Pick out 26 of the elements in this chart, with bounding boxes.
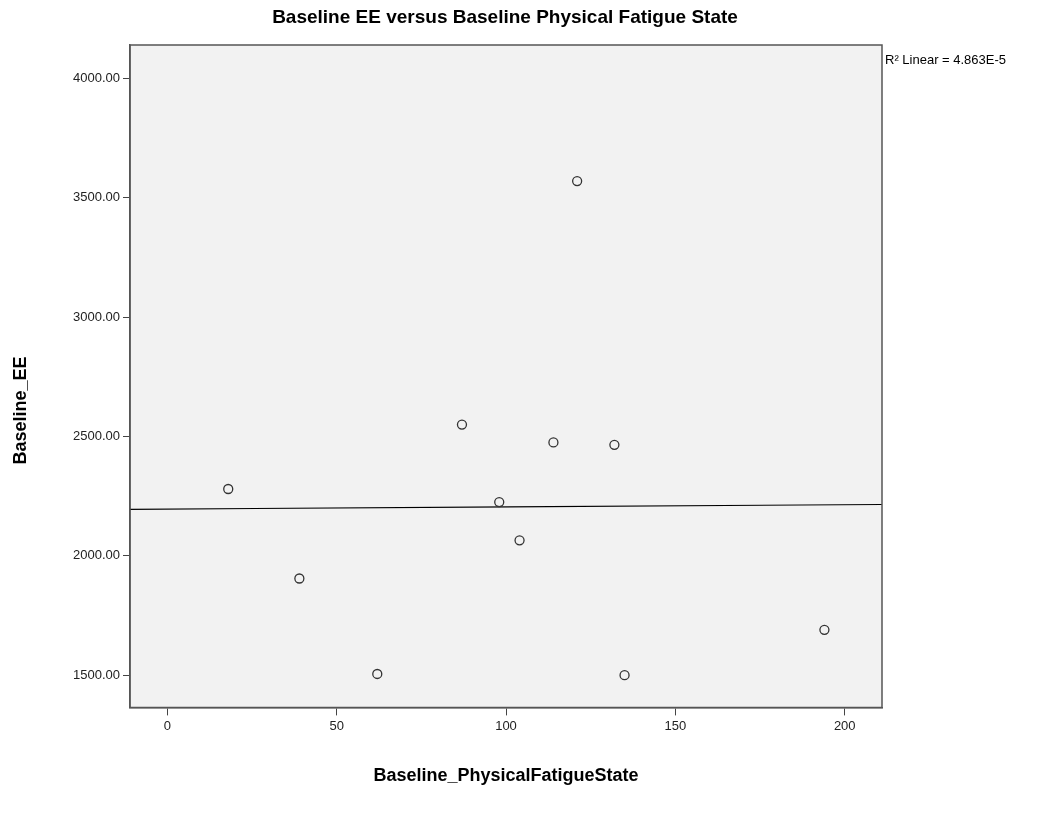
point	[609, 439, 620, 450]
point	[514, 535, 525, 546]
point	[494, 496, 505, 508]
point	[223, 483, 234, 495]
point	[548, 437, 559, 448]
point	[456, 419, 468, 430]
y-tick-label: 4000.00	[73, 70, 120, 85]
y-tick-label: 3000.00	[73, 308, 120, 324]
y-tick-label: 2000.00	[73, 547, 120, 563]
x-tick-label: 200	[833, 717, 856, 733]
point	[819, 624, 830, 635]
x-axis-title: Baseline_PhysicalFatigueState	[372, 765, 640, 786]
y-tick-label: 2500.00	[73, 428, 120, 444]
text: R² Linear = 4.863E-5	[885, 52, 1007, 67]
point	[619, 670, 630, 681]
y-tick-label: 3500.00	[73, 189, 120, 205]
y-tick-label: 1500.00	[73, 666, 120, 682]
x-tick-label: 0	[163, 717, 171, 733]
point	[372, 668, 383, 680]
x-tick-label: 50	[329, 717, 344, 733]
y-axis-title: Baseline_EE	[9, 355, 31, 467]
point	[571, 175, 583, 187]
point	[294, 573, 305, 584]
x-tick-label: 150	[664, 717, 687, 733]
chart-title: Baseline EE versus Baseline Physical Fatigue State	[271, 6, 739, 28]
x-tick-label: 100	[495, 717, 517, 733]
